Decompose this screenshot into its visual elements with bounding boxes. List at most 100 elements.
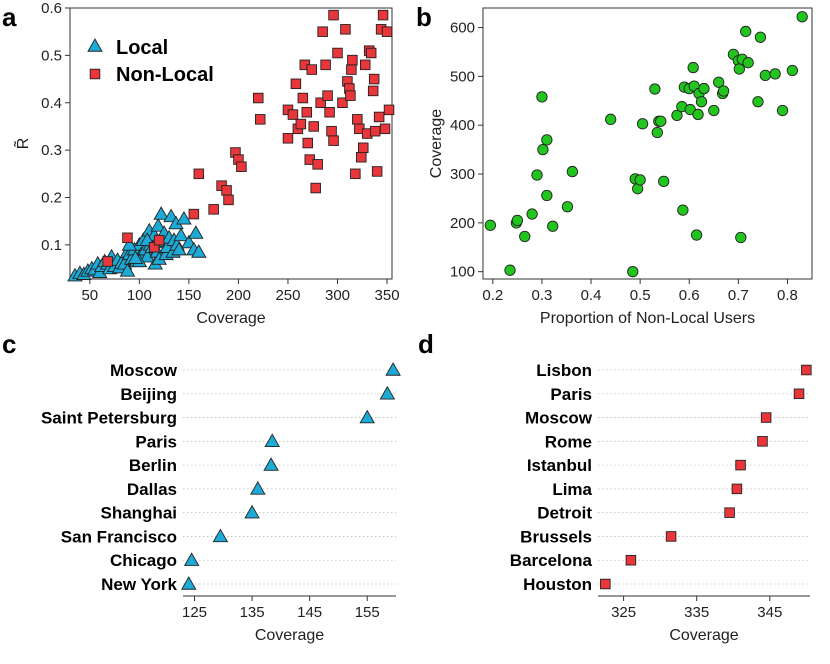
panel-a-point [173, 227, 189, 242]
panel-b-frame [482, 7, 813, 280]
panel-a-xtick-label: 350 [375, 287, 400, 304]
panel-c-point [250, 480, 266, 495]
panel-b-point [627, 266, 639, 278]
panel-b-point [671, 109, 683, 122]
panel-a-point [337, 97, 348, 109]
panel-c-point [379, 385, 396, 400]
panel-a-point [312, 159, 323, 170]
panel-c-xtick-label: 125 [182, 604, 207, 621]
panel-b-point [531, 169, 543, 181]
panel-c-point [359, 409, 375, 424]
panel-c-city-label: Dallas [127, 480, 177, 499]
panel-a-point [153, 234, 165, 246]
panel-a-point [379, 123, 391, 135]
panel-a-point [352, 114, 363, 125]
panel-c-xtick-label: 145 [297, 604, 322, 621]
panel-a-ylabel: R̃ [12, 138, 32, 150]
panel-a-point [350, 168, 361, 180]
panel-a-ytick-label: 0.1 [41, 237, 62, 254]
panel-c-point [180, 576, 197, 590]
panel-a-ytick-label: 0.5 [41, 47, 62, 64]
panel-a-point [310, 182, 321, 194]
panel-b-point [786, 64, 799, 77]
panel-c-city-label: Paris [135, 432, 177, 451]
panel-c-xtick-label: 155 [355, 604, 380, 621]
panel-a-point [340, 24, 351, 35]
panel-c-city-label: Moscow [110, 361, 178, 380]
panel-a-point [297, 92, 309, 104]
panel-a-point [302, 137, 314, 149]
panel-b-scatter: 0.2 0.3 0.4 0.5 0.6 0.7 0.8 100 200 300 400 500 600 P… [428, 7, 813, 327]
panel-b-point [634, 174, 646, 186]
panel-b-ytick-label: 600 [450, 20, 475, 37]
panel-b-point [742, 57, 754, 69]
panel-c-dotplot: 125 135 145 155 Coverage Moscow Beijing Saint P… [41, 361, 401, 644]
panel-b-xtick-label: 0.7 [728, 287, 749, 304]
panel-d-point [735, 459, 746, 471]
panel-a-ytick-label: 0.4 [41, 95, 62, 112]
panel-a-point [236, 161, 247, 172]
panel-c-point [385, 362, 401, 376]
panel-b-point [504, 264, 516, 276]
legend-local-marker [87, 38, 103, 52]
panel-d-point [801, 364, 812, 376]
panel-c-city-label: New York [101, 575, 177, 594]
panel-b-point [776, 104, 789, 117]
panel-a-point [373, 111, 385, 123]
panel-a-point [119, 263, 136, 277]
panel-b-point [759, 69, 772, 82]
panel-b-ytick-label: 100 [450, 264, 475, 281]
panel-d-city-label: Istanbul [527, 456, 592, 475]
panel-a-point [332, 47, 343, 59]
panel-a-point [383, 104, 395, 116]
panel-b-point [677, 204, 689, 216]
panel-c-xtick-label: 135 [240, 604, 265, 621]
panel-b-point [605, 113, 617, 125]
panel-a-xtick-label: 200 [226, 287, 251, 304]
panel-c-city-label: Berlin [129, 456, 177, 475]
panel-a-xtick-label: 250 [275, 287, 300, 304]
panel-d-xtick-label: 325 [611, 604, 636, 621]
panel-a-point [176, 210, 192, 225]
legend-nonlocal-marker [89, 68, 101, 80]
panel-d-city-label: Detroit [537, 504, 592, 523]
panel-a-point [150, 218, 166, 232]
panel-a-point [346, 64, 357, 75]
panel-a-scatter: 50 100 150 200 250 300 350 0.1 0.2 0.3 0.4 0.5 0.6 Co… [12, 0, 399, 327]
panel-d-point [665, 531, 677, 542]
panel-b-xtick-label: 0.5 [630, 287, 651, 304]
panel-b-point [526, 208, 538, 220]
panel-d-point [625, 554, 637, 566]
panel-a-ytick-label: 0.2 [41, 190, 62, 207]
panel-a-point [320, 59, 331, 71]
panel-a-point [153, 206, 169, 220]
panel-a-point [282, 133, 294, 144]
panel-a-point [324, 106, 335, 118]
panel-b-ylabel: Coverage [428, 109, 445, 178]
panel-a-point [368, 73, 380, 85]
panel-a-point [315, 97, 326, 109]
panel-a-xtick-label: 50 [81, 287, 98, 304]
panel-b-point [713, 76, 725, 88]
panel-a-point [223, 194, 234, 206]
panel-b-point [740, 25, 752, 38]
panel-letter-d: d [418, 329, 434, 359]
panel-a-ytick-label: 0.6 [41, 0, 62, 17]
panel-d-city-label: Lima [552, 480, 592, 499]
panel-a-point [377, 9, 389, 21]
panel-b-point [649, 83, 661, 95]
panel-a-point [208, 204, 219, 215]
panel-a-xtick-label: 150 [176, 287, 201, 304]
panel-a-point [102, 256, 113, 267]
panel-b-point [541, 189, 553, 202]
panel-d-xtick-label: 335 [684, 604, 709, 621]
panel-b-point [687, 61, 699, 74]
panel-d-city-label: Rome [545, 432, 592, 451]
panel-d-point [793, 388, 805, 400]
panel-letter-b: b [416, 2, 432, 32]
panel-b-point [769, 68, 781, 80]
panel-c-point [212, 528, 229, 543]
panel-a-point [347, 54, 358, 66]
panel-b-point [717, 85, 730, 97]
